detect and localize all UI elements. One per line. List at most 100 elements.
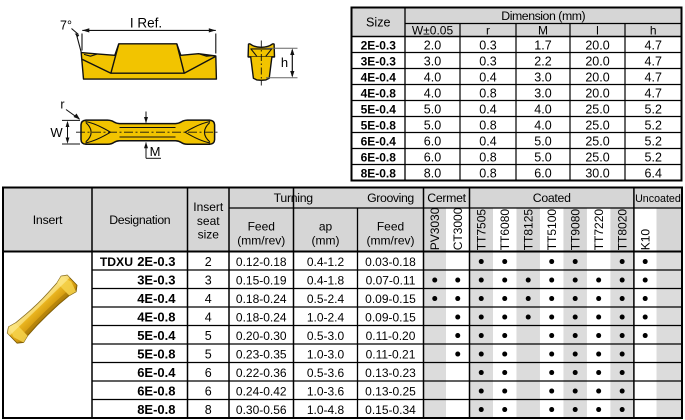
svg-text:0.13-0.23: 0.13-0.23	[365, 366, 416, 380]
svg-text:1.7: 1.7	[534, 38, 551, 52]
svg-text:Feed: Feed	[377, 220, 404, 234]
svg-text:25.0: 25.0	[585, 102, 609, 116]
svg-text:(mm/rev): (mm/rev)	[237, 233, 285, 247]
svg-text:5E-0.8: 5E-0.8	[361, 118, 397, 132]
svg-text:6.0: 6.0	[424, 134, 441, 148]
svg-text:6: 6	[205, 385, 212, 399]
svg-text:Insert: Insert	[193, 200, 224, 214]
svg-text:4.7: 4.7	[645, 38, 662, 52]
svg-text:4.7: 4.7	[645, 54, 662, 68]
svg-text:ap: ap	[319, 220, 333, 234]
svg-text:6E-0.4: 6E-0.4	[361, 134, 397, 148]
svg-text:25.0: 25.0	[585, 118, 609, 132]
svg-text:TT7220: TT7220	[592, 209, 606, 251]
svg-text:Feed: Feed	[248, 220, 275, 234]
svg-text:r: r	[60, 98, 64, 112]
svg-text:4E-0.8: 4E-0.8	[361, 86, 397, 100]
svg-text:Size: Size	[366, 16, 391, 30]
svg-text:TT6080: TT6080	[498, 209, 512, 251]
svg-text:0.07-0.11: 0.07-0.11	[366, 274, 416, 288]
svg-text:K10: K10	[639, 229, 653, 251]
svg-text:0.8: 0.8	[479, 86, 496, 100]
svg-text:PV3030: PV3030	[428, 207, 442, 250]
svg-text:M: M	[538, 23, 548, 37]
svg-text:TT8125: TT8125	[522, 209, 536, 251]
svg-text:seat: seat	[197, 214, 220, 228]
svg-text:0.11-0.20: 0.11-0.20	[366, 329, 416, 343]
svg-text:2: 2	[205, 255, 212, 269]
svg-text:0.5-2.4: 0.5-2.4	[307, 292, 345, 306]
svg-text:TDXU: TDXU	[100, 255, 133, 269]
svg-text:r: r	[486, 23, 490, 37]
svg-text:25.0: 25.0	[585, 134, 609, 148]
svg-text:3E-0.3: 3E-0.3	[361, 54, 397, 68]
svg-text:20.0: 20.0	[585, 70, 609, 84]
svg-text:6E-0.8: 6E-0.8	[137, 384, 175, 399]
svg-text:6E-0.4: 6E-0.4	[137, 365, 176, 380]
svg-text:0.8: 0.8	[479, 118, 496, 132]
svg-text:8E-0.8: 8E-0.8	[137, 402, 175, 417]
svg-text:I Ref.: I Ref.	[130, 16, 162, 31]
svg-text:5.0: 5.0	[534, 150, 551, 164]
svg-text:5.2: 5.2	[645, 118, 662, 132]
svg-text:CT3000: CT3000	[451, 207, 465, 250]
svg-text:20.0: 20.0	[585, 38, 609, 52]
svg-text:5.2: 5.2	[645, 134, 662, 148]
svg-text:3.0: 3.0	[534, 70, 551, 84]
svg-text:7°: 7°	[60, 19, 72, 33]
svg-text:0.3: 0.3	[479, 38, 496, 52]
svg-text:W: W	[50, 125, 63, 140]
svg-text:5E-0.4: 5E-0.4	[137, 328, 176, 343]
svg-text:8E-0.8: 8E-0.8	[361, 166, 397, 180]
svg-text:0.15-0.19: 0.15-0.19	[236, 274, 287, 288]
svg-text:0.03-0.18: 0.03-0.18	[365, 255, 416, 269]
svg-text:0.4-1.8: 0.4-1.8	[307, 274, 345, 288]
svg-text:4E-0.4: 4E-0.4	[137, 291, 176, 306]
svg-text:Insert: Insert	[33, 213, 63, 227]
svg-text:(mm): (mm)	[312, 233, 340, 247]
svg-text:3.0: 3.0	[534, 86, 551, 100]
svg-text:0.22-0.36: 0.22-0.36	[236, 366, 287, 380]
svg-text:6E-0.8: 6E-0.8	[361, 150, 397, 164]
svg-text:5E-0.4: 5E-0.4	[361, 102, 397, 116]
svg-text:3E-0.3: 3E-0.3	[137, 273, 175, 288]
svg-text:W±0.05: W±0.05	[412, 23, 454, 37]
svg-text:M: M	[150, 144, 161, 159]
svg-text:l: l	[596, 23, 599, 37]
svg-text:0.4-1.2: 0.4-1.2	[307, 255, 345, 269]
svg-text:5.2: 5.2	[645, 102, 662, 116]
svg-text:5: 5	[205, 329, 212, 343]
svg-text:5.2: 5.2	[645, 150, 662, 164]
svg-text:0.5-3.0: 0.5-3.0	[307, 329, 345, 343]
svg-text:4.0: 4.0	[534, 102, 551, 116]
svg-text:0.4: 0.4	[479, 134, 496, 148]
svg-text:2.2: 2.2	[534, 54, 551, 68]
svg-text:0.30-0.56: 0.30-0.56	[236, 403, 287, 417]
svg-text:4E-0.4: 4E-0.4	[361, 70, 397, 84]
svg-text:4.0: 4.0	[424, 86, 441, 100]
svg-text:Designation: Designation	[109, 213, 171, 227]
svg-text:h: h	[281, 55, 288, 70]
svg-text:5E-0.8: 5E-0.8	[137, 347, 175, 362]
svg-text:6.0: 6.0	[424, 150, 441, 164]
svg-text:TT5100: TT5100	[545, 209, 559, 251]
svg-text:8: 8	[205, 403, 212, 417]
svg-text:0.12-0.18: 0.12-0.18	[236, 255, 287, 269]
svg-text:2E-0.3: 2E-0.3	[137, 254, 175, 269]
svg-text:1.0-3.6: 1.0-3.6	[307, 385, 345, 399]
svg-text:6: 6	[205, 366, 212, 380]
svg-text:0.4: 0.4	[479, 70, 496, 84]
svg-text:0.18-0.24: 0.18-0.24	[236, 292, 287, 306]
svg-text:Grooving: Grooving	[367, 191, 414, 205]
svg-text:4.7: 4.7	[645, 86, 662, 100]
svg-text:Dimension (mm): Dimension (mm)	[501, 9, 585, 23]
svg-text:TT7505: TT7505	[475, 209, 489, 251]
svg-text:0.20-0.30: 0.20-0.30	[236, 329, 287, 343]
svg-text:Uncoated: Uncoated	[635, 193, 681, 205]
svg-text:size: size	[198, 228, 220, 242]
svg-text:2E-0.3: 2E-0.3	[361, 38, 397, 52]
svg-text:0.11-0.21: 0.11-0.21	[366, 348, 416, 362]
svg-text:5: 5	[205, 348, 212, 362]
svg-text:Turning: Turning	[274, 191, 314, 205]
svg-text:4.0: 4.0	[534, 118, 551, 132]
